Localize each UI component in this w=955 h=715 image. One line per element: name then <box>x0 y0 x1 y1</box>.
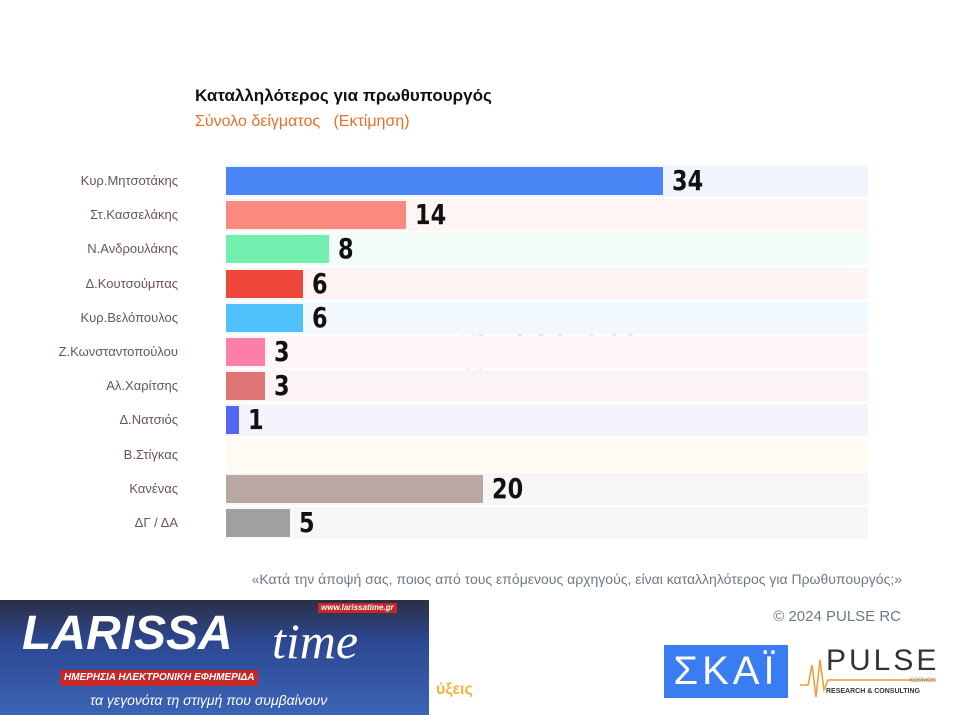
value-label: 14 <box>414 198 447 232</box>
larissa-tag: ΗΜΕΡΗΣΙΑ ΗΛΕΚΤΡΟΝΙΚΗ ΕΦΗΜΕΡΙΔΑ <box>60 670 259 686</box>
category-label: Κυρ.Βελόπουλος <box>80 309 178 325</box>
category-label: Κανένας <box>129 480 178 496</box>
category-label: Κυρ.Μητσοτάκης <box>80 173 178 188</box>
pulse-kosmon-text: KOSMON <box>909 678 936 684</box>
bar <box>226 303 304 332</box>
bar <box>226 269 304 298</box>
bar-row: Αλ.Χαρίτσης 3 <box>0 369 955 403</box>
bar-track <box>226 301 868 334</box>
category-label: Δ.Κουτσούμπας <box>85 275 178 291</box>
bar-track <box>226 233 868 266</box>
category-label: Στ.Κασσελάκης <box>90 207 178 223</box>
bar-row: Κυρ.Μητσοτάκης 34 <box>0 164 955 198</box>
category-label: Αλ.Χαρίτσης <box>106 378 178 394</box>
copyright: © 2024 PULSE RC <box>773 608 901 625</box>
bar <box>226 474 484 503</box>
category-label: Δ.Νατσιός <box>119 412 178 428</box>
pulse-wave-icon <box>800 659 935 698</box>
bar-row: Ν.Ανδρουλάκης 8 <box>0 232 955 266</box>
bar-row: Στ.Κασσελάκης 14 <box>0 198 955 232</box>
bar-row: Κυρ.Βελόπουλος 6 <box>0 301 955 335</box>
category-label: ΔΓ / ΔΑ <box>134 515 178 530</box>
bar-track <box>226 438 868 471</box>
bar-row: Δ.Κουτσούμπας 6 <box>0 267 955 301</box>
bar-track <box>226 267 868 300</box>
larissa-main-text: LARISSA <box>22 607 233 660</box>
value-label: 3 <box>273 335 290 368</box>
larissatime-logo[interactable]: LARISSA www.larissatime.gr time ΗΜΕΡΗΣΙΑ… <box>0 600 429 715</box>
larissa-url: www.larissatime.gr <box>318 603 397 613</box>
bar <box>226 509 291 537</box>
bar-row: Β.Στίγκας <box>0 438 955 472</box>
bar-row: Κανένας 20 <box>0 472 955 506</box>
bar <box>226 235 329 264</box>
bar <box>226 338 265 366</box>
bar <box>226 372 265 401</box>
bar-track <box>226 404 868 437</box>
value-label: 34 <box>672 164 704 197</box>
category-label: Β.Στίγκας <box>123 446 178 462</box>
value-label: 20 <box>492 471 524 505</box>
value-label: 8 <box>337 232 354 266</box>
bar <box>226 201 406 230</box>
larissa-time-text: time <box>272 613 359 669</box>
survey-question: «Κατά την άποψή σας, ποιος από τους επόμ… <box>251 571 902 587</box>
text-fragment: ύξεις <box>436 681 473 698</box>
bar-track <box>226 507 868 539</box>
value-label: 5 <box>299 506 315 539</box>
value-label: 6 <box>312 266 328 300</box>
category-label: Ν.Ανδρουλάκης <box>87 241 178 257</box>
bar-row: Ζ.Κωνσταντοπούλου 3 <box>0 335 955 369</box>
bar <box>226 167 663 195</box>
chart-subtitle: Σύνολο δείγματος (Εκτίμηση) <box>195 113 410 130</box>
bar <box>226 406 239 435</box>
value-label: 6 <box>312 300 328 334</box>
category-label: Ζ.Κωνσταντοπούλου <box>58 344 178 359</box>
bar-track <box>226 336 868 368</box>
pulse-logo: PULSE KOSMON RESEARCH & CONSULTING <box>800 645 940 700</box>
bar-row: ΔΓ / ΔΑ 5 <box>0 506 955 540</box>
value-label: 3 <box>273 369 290 403</box>
larissa-slogan: τα γεγονότα τη στιγμή που συμβαίνουν <box>90 692 328 708</box>
bar-row: Δ.Νατσιός 1 <box>0 403 955 437</box>
bar-track <box>226 370 868 403</box>
pulse-logo-text: PULSE <box>826 644 940 677</box>
skai-logo: ΣΚΑΪ <box>664 645 788 698</box>
chart-title: Καταλληλότερος για πρωθυπουργός <box>195 86 492 105</box>
value-label: 1 <box>247 403 264 437</box>
pulse-sub-text: RESEARCH & CONSULTING <box>826 688 920 695</box>
